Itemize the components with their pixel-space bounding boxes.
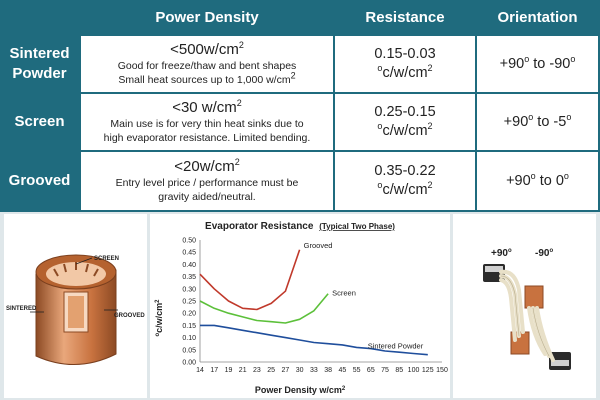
series-group: Grooved Screen Sintered Powder: [199, 241, 428, 356]
power-main: <30 w/cm2: [172, 98, 242, 117]
row-label-line: Screen: [14, 113, 65, 130]
x-tick-label: 14: [196, 367, 204, 374]
x-tick-label: 100: [408, 367, 420, 374]
heat-pipe-cutaway-icon: SCREEN SINTERED GROOVED: [6, 254, 145, 365]
header-power-density: Power Density: [155, 8, 259, 26]
label-screen: SCREEN: [94, 256, 119, 262]
evaporator-resistance-chart: Evaporator Resistance (Typical Two Phase…: [154, 221, 448, 395]
resistance-unit: oc/w/cm2: [377, 63, 433, 81]
chart-panel: Evaporator Resistance (Typical Two Phase…: [150, 214, 450, 398]
power-desc: gravity aided/neutral.: [158, 191, 256, 203]
row-label-screen: Screen: [0, 94, 79, 150]
x-tick-label: 38: [324, 367, 332, 374]
x-tick-label: 125: [422, 367, 434, 374]
resistance-unit: oc/w/cm2: [377, 121, 433, 139]
y-tick-label: 0.35: [182, 274, 196, 281]
comparison-table: Power Density Resistance Orientation Sin…: [0, 0, 600, 212]
x-tick-label: 150: [436, 367, 448, 374]
row-label-line: Powder: [12, 65, 67, 82]
power-desc: high evaporator resistance. Limited bend…: [103, 132, 311, 144]
label-minus-90: -90o: [535, 248, 553, 259]
series-label-sintered-powder: Sintered Powder: [368, 342, 424, 351]
resistance-unit: oc/w/cm2: [377, 180, 433, 198]
y-tick-label: 0.05: [182, 347, 196, 354]
power-cell-grooved: <20w/cm2 Entry level price / performance…: [81, 152, 333, 210]
power-cell-screen: <30 w/cm2 Main use is for very thin heat…: [81, 94, 333, 150]
heat-pipe-figure: SCREEN SINTERED GROOVED: [4, 214, 147, 398]
x-tick-label: 55: [353, 367, 361, 374]
x-tick-label: 45: [338, 367, 346, 374]
power-desc: Small heat sources up to 1,000 w/cm2: [118, 70, 296, 86]
x-tick-label: 25: [267, 367, 275, 374]
resistance-value: 0.15-0.03: [374, 46, 436, 62]
row-label-line: Grooved: [8, 172, 71, 189]
series-label-screen: Screen: [332, 289, 356, 298]
orientation-heat-pipes-icon: +90o -90o: [483, 248, 571, 370]
row-label-line: Sintered: [9, 45, 70, 62]
power-desc: Main use is for very thin heat sinks due…: [110, 118, 304, 130]
resistance-cell-screen: 0.25-0.15 oc/w/cm2: [335, 94, 475, 150]
orientation-cell-grooved: +90o to 0o: [477, 152, 598, 210]
x-tick-label: 30: [296, 367, 304, 374]
orientation-cell-sintered: +90o to -90o: [477, 36, 598, 92]
y-tick-label: 0.00: [182, 360, 196, 367]
y-tick-label: 0.45: [182, 250, 196, 257]
x-tick-label: 23: [253, 367, 261, 374]
label-sintered: SINTERED: [6, 306, 37, 312]
series-label-grooved: Grooved: [304, 241, 333, 250]
power-main: <500w/cm2: [170, 40, 244, 59]
x-tick-label: 75: [381, 367, 389, 374]
header-resistance: Resistance: [365, 8, 445, 26]
resistance-cell-sintered: 0.15-0.03 oc/w/cm2: [335, 36, 475, 92]
x-tick-label: 27: [282, 367, 290, 374]
x-tick-label: 21: [239, 367, 247, 374]
y-tick-label: 0.20: [182, 311, 196, 318]
y-axis-label: oc/w/cm2: [154, 299, 164, 337]
chart-title: Evaporator Resistance (Typical Two Phase…: [205, 221, 395, 232]
power-desc: Good for freeze/thaw and bent shapes: [117, 60, 297, 72]
x-axis-ticks: 14 17 19 21 23 25 27 30 33 38 45 55 65 75 85 100 125 150: [196, 367, 448, 374]
orientation-value: +90o to 0o: [506, 171, 569, 189]
row-label-grooved: Grooved: [0, 152, 79, 210]
header-orientation: Orientation: [497, 8, 578, 26]
x-axis-label: Power Density w/cm2: [255, 385, 346, 395]
series-line-sintered-powder: [200, 324, 428, 356]
orientation-figure: +90o -90o: [453, 214, 596, 398]
x-tick-label: 65: [367, 367, 375, 374]
y-tick-label: 0.50: [182, 238, 196, 245]
label-plus-90: +90o: [491, 248, 512, 259]
y-tick-label: 0.30: [182, 286, 196, 293]
resistance-value: 0.35-0.22: [374, 163, 436, 179]
y-tick-label: 0.15: [182, 323, 196, 330]
power-cell-sintered: <500w/cm2 Good for freeze/thaw and bent …: [81, 36, 333, 92]
x-tick-label: 19: [225, 367, 233, 374]
series-line-screen: [199, 293, 329, 324]
x-tick-label: 85: [395, 367, 403, 374]
series-line-grooved: [199, 249, 301, 311]
power-desc: Entry level price / performance must be: [115, 177, 299, 189]
y-tick-label: 0.40: [182, 262, 196, 269]
resistance-cell-grooved: 0.35-0.22 oc/w/cm2: [335, 152, 475, 210]
y-axis-ticks: 0.00 0.05 0.10 0.15 0.20 0.25 0.30 0.35 0.40 0.45…: [182, 238, 196, 367]
label-grooved: GROOVED: [114, 313, 145, 319]
y-tick-label: 0.25: [182, 299, 196, 306]
x-tick-label: 17: [210, 367, 218, 374]
orientation-value: +90o to -90o: [499, 54, 576, 72]
orientation-value: +90o to -5o: [503, 112, 572, 130]
orientation-cell-screen: +90o to -5o: [477, 94, 598, 150]
row-label-sintered-powder: Sintered Powder: [0, 36, 79, 92]
power-main: <20w/cm2: [174, 157, 240, 176]
y-tick-label: 0.10: [182, 335, 196, 342]
resistance-value: 0.25-0.15: [374, 104, 436, 120]
x-tick-label: 33: [310, 367, 318, 374]
